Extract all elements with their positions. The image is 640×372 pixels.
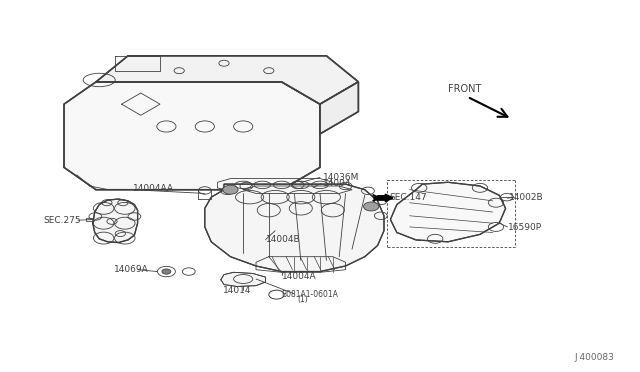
Polygon shape xyxy=(205,184,384,272)
Text: 14004B: 14004B xyxy=(266,235,300,244)
Text: (1): (1) xyxy=(298,295,308,304)
Circle shape xyxy=(162,269,171,274)
Text: 14069A: 14069A xyxy=(114,265,148,274)
Text: 14002B: 14002B xyxy=(509,193,543,202)
Polygon shape xyxy=(96,56,358,104)
Text: B081A1-0601A: B081A1-0601A xyxy=(282,290,339,299)
Polygon shape xyxy=(64,82,320,190)
Text: J 400083: J 400083 xyxy=(575,353,614,362)
Polygon shape xyxy=(320,82,358,134)
Text: FRONT: FRONT xyxy=(448,84,481,94)
Text: 14014: 14014 xyxy=(223,286,252,295)
Polygon shape xyxy=(390,182,506,242)
Polygon shape xyxy=(221,272,266,286)
Circle shape xyxy=(223,185,238,194)
Polygon shape xyxy=(93,199,138,243)
Text: 14004: 14004 xyxy=(323,179,352,187)
Text: 14036M: 14036M xyxy=(323,173,360,182)
FancyArrow shape xyxy=(378,194,393,202)
Circle shape xyxy=(364,202,379,211)
Text: 14004A: 14004A xyxy=(282,272,316,280)
Text: 14004AA: 14004AA xyxy=(133,185,174,193)
Text: SEC.147: SEC.147 xyxy=(389,193,427,202)
Text: 16590P: 16590P xyxy=(508,223,541,232)
Text: SEC.275: SEC.275 xyxy=(44,216,81,225)
